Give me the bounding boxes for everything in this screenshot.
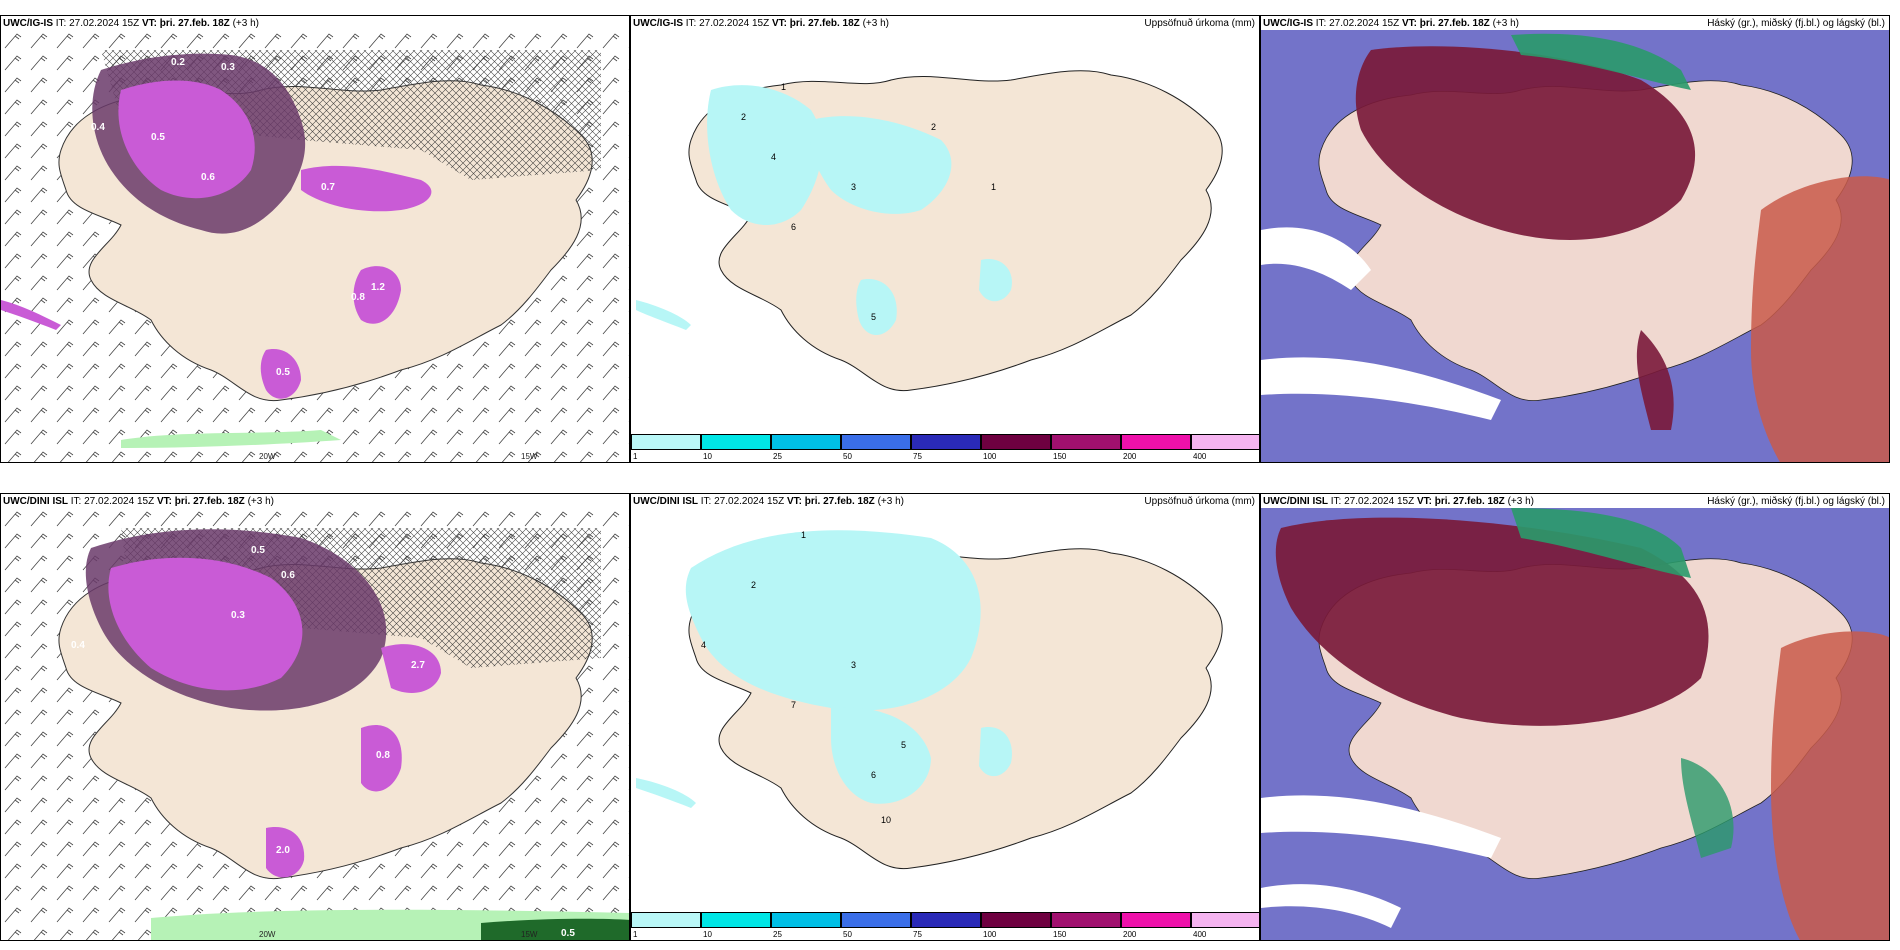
panel-bottom-right: UWC/DINI ISL IT: 27.02.2024 15Z VT: þri.… xyxy=(1260,493,1890,941)
colorbar-segment xyxy=(1121,434,1191,450)
colorbar-label: 50 xyxy=(843,452,852,461)
colorbar-segment xyxy=(1051,434,1121,450)
colorbar-label: 100 xyxy=(983,930,997,939)
value-label: 2 xyxy=(931,122,936,132)
lon-label: 20W xyxy=(259,452,276,461)
value-label: 7 xyxy=(791,700,796,710)
value-label: 1 xyxy=(991,182,996,192)
colorbar-segment xyxy=(771,434,841,450)
panel-header: UWC/DINI ISL IT: 27.02.2024 15Z VT: þri.… xyxy=(3,496,274,507)
colorbar-label: 10 xyxy=(703,452,712,461)
colorbar-segment xyxy=(911,434,981,450)
colorbar-segment xyxy=(1191,434,1259,450)
value-label: 3 xyxy=(851,182,856,192)
value-label: 0.5 xyxy=(561,928,575,939)
lon-label: 20W xyxy=(259,930,276,939)
value-label: 1 xyxy=(801,530,806,540)
colorbar-label: 25 xyxy=(773,930,782,939)
value-label: 0.6 xyxy=(201,172,215,183)
colorbar-segment xyxy=(841,434,911,450)
colorbar-label: 75 xyxy=(913,930,922,939)
value-label: 2.7 xyxy=(411,660,425,671)
value-label: 4 xyxy=(701,640,706,650)
panel-title: Uppsöfnuð úrkoma (mm) xyxy=(1144,18,1255,29)
panel-header: UWC/DINI ISL IT: 27.02.2024 15Z VT: þri.… xyxy=(1263,496,1534,507)
value-label: 4 xyxy=(771,152,776,162)
value-label: 2 xyxy=(751,580,756,590)
cloud-map xyxy=(1261,30,1889,462)
colorbar-label: 100 xyxy=(983,452,997,461)
value-label: 0.4 xyxy=(71,640,85,651)
panel-bottom-mid: UWC/DINI ISL IT: 27.02.2024 15Z VT: þri.… xyxy=(630,493,1260,941)
colorbar-label: 150 xyxy=(1053,930,1067,939)
colorbar-segment xyxy=(631,434,701,450)
panel-title: Uppsöfnuð úrkoma (mm) xyxy=(1144,496,1255,507)
panel-header: UWC/IG-IS IT: 27.02.2024 15Z VT: þri. 27… xyxy=(633,18,889,29)
colorbar-label: 25 xyxy=(773,452,782,461)
value-label: 0.8 xyxy=(351,292,365,303)
value-label: 1 xyxy=(781,82,786,92)
panel-header: UWC/IG-IS IT: 27.02.2024 15Z VT: þri. 27… xyxy=(1263,18,1519,29)
colorbar-label: 400 xyxy=(1193,452,1207,461)
colorbar-segment xyxy=(981,912,1051,928)
value-label: 5 xyxy=(901,740,906,750)
value-label: 6 xyxy=(791,222,796,232)
colorbar-segment xyxy=(911,912,981,928)
colorbar-segment xyxy=(1191,912,1259,928)
value-label: 6 xyxy=(871,770,876,780)
precip-map: 1 2 3 4 7 6 10 5 xyxy=(631,508,1259,912)
colorbar-segment xyxy=(701,434,771,450)
panel-title: Háský (gr.), miðský (fj.bl.) og lágský (… xyxy=(1707,18,1885,29)
colorbar-segment xyxy=(1121,912,1191,928)
colorbar-segment xyxy=(841,912,911,928)
value-label: 0.5 xyxy=(151,132,165,143)
panel-header: UWC/DINI ISL IT: 27.02.2024 15Z VT: þri.… xyxy=(633,496,904,507)
colorbar-label: 1 xyxy=(633,930,638,939)
colorbar-label: 1 xyxy=(633,452,638,461)
colorbar-label: 150 xyxy=(1053,452,1067,461)
precip-map: 1 2 3 4 6 5 1 2 xyxy=(631,30,1259,434)
snow-wind-map: 0.5 0.6 0.3 2.7 0.8 0.4 2.0 0.5 xyxy=(1,508,629,940)
value-label: 0.8 xyxy=(376,750,390,761)
value-label: 1.2 xyxy=(371,282,385,293)
value-label: 0.3 xyxy=(221,62,235,73)
colorbar-segment xyxy=(771,912,841,928)
colorbar-segment xyxy=(631,912,701,928)
colorbar-segment xyxy=(1051,912,1121,928)
colorbar: 1 10 25 50 75 100 150 200 400 xyxy=(631,912,1259,940)
colorbar-label: 200 xyxy=(1123,930,1137,939)
value-label: 0.5 xyxy=(276,367,290,378)
colorbar-label: 50 xyxy=(843,930,852,939)
colorbar-label: 400 xyxy=(1193,930,1207,939)
value-label: 0.3 xyxy=(231,610,245,621)
panel-header: UWC/IG-IS IT: 27.02.2024 15Z VT: þri. 27… xyxy=(3,18,259,29)
colorbar-label: 10 xyxy=(703,930,712,939)
colorbar-label: 200 xyxy=(1123,452,1137,461)
value-label: 3 xyxy=(851,660,856,670)
cloud-map xyxy=(1261,508,1889,940)
colorbar: 1 10 25 50 75 100 150 200 400 xyxy=(631,434,1259,462)
panel-top-right: UWC/IG-IS IT: 27.02.2024 15Z VT: þri. 27… xyxy=(1260,15,1890,463)
snow-wind-map: 0.2 0.3 0.4 0.5 0.6 0.7 0.8 1.2 0.5 xyxy=(1,30,629,462)
colorbar-label: 75 xyxy=(913,452,922,461)
lon-label: 15W xyxy=(521,930,538,939)
value-label: 0.5 xyxy=(251,545,265,556)
panel-top-left: UWC/IG-IS IT: 27.02.2024 15Z VT: þri. 27… xyxy=(0,15,630,463)
value-label: 2 xyxy=(741,112,746,122)
value-label: 0.4 xyxy=(91,122,105,133)
value-label: 2.0 xyxy=(276,845,290,856)
value-label: 10 xyxy=(881,815,891,825)
value-label: 0.6 xyxy=(281,570,295,581)
value-label: 0.2 xyxy=(171,57,185,68)
colorbar-segment xyxy=(981,434,1051,450)
colorbar-segment xyxy=(701,912,771,928)
panel-top-mid: UWC/IG-IS IT: 27.02.2024 15Z VT: þri. 27… xyxy=(630,15,1260,463)
panel-title: Háský (gr.), miðský (fj.bl.) og lágský (… xyxy=(1707,496,1885,507)
lon-label: 15W xyxy=(521,452,538,461)
value-label: 0.7 xyxy=(321,182,335,193)
panel-bottom-left: UWC/DINI ISL IT: 27.02.2024 15Z VT: þri.… xyxy=(0,493,630,941)
value-label: 5 xyxy=(871,312,876,322)
